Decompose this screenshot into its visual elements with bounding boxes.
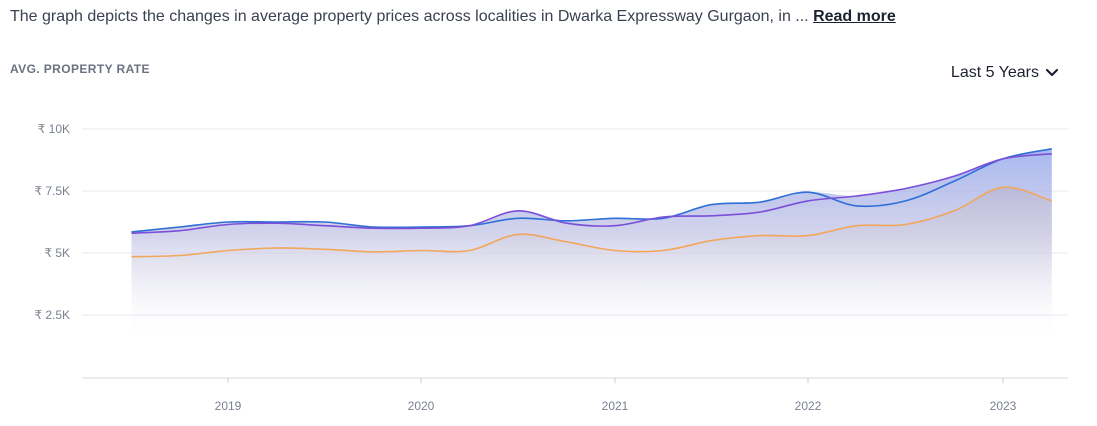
x-tick-label: 2023 (990, 399, 1017, 413)
series-line-purple (131, 153, 1052, 234)
x-tick-label: 2019 (215, 399, 242, 413)
lower-area-fill (131, 187, 1052, 340)
series-line-blue (131, 148, 1052, 233)
chevron-down-icon (1045, 68, 1059, 77)
read-more-link[interactable]: Read more (813, 8, 896, 25)
chart-description: The graph depicts the changes in average… (10, 8, 1090, 26)
metric-label: AVG. PROPERTY RATE (10, 62, 150, 76)
time-range-dropdown[interactable]: Last 5 Years (951, 64, 1059, 82)
time-range-label: Last 5 Years (950, 64, 1039, 81)
y-tick-label: ₹ 5K (44, 246, 70, 260)
y-tick-label: ₹ 10K (38, 122, 70, 136)
y-tick-label: ₹ 7.5K (34, 184, 70, 198)
y-tick-label: ₹ 2.5K (34, 308, 70, 322)
x-tick-label: 2021 (602, 399, 629, 413)
description-text: The graph depicts the changes in average… (10, 8, 809, 25)
series-line-orange (131, 186, 1053, 258)
x-tick-label: 2022 (795, 399, 822, 413)
x-tick-label: 2020 (408, 399, 435, 413)
